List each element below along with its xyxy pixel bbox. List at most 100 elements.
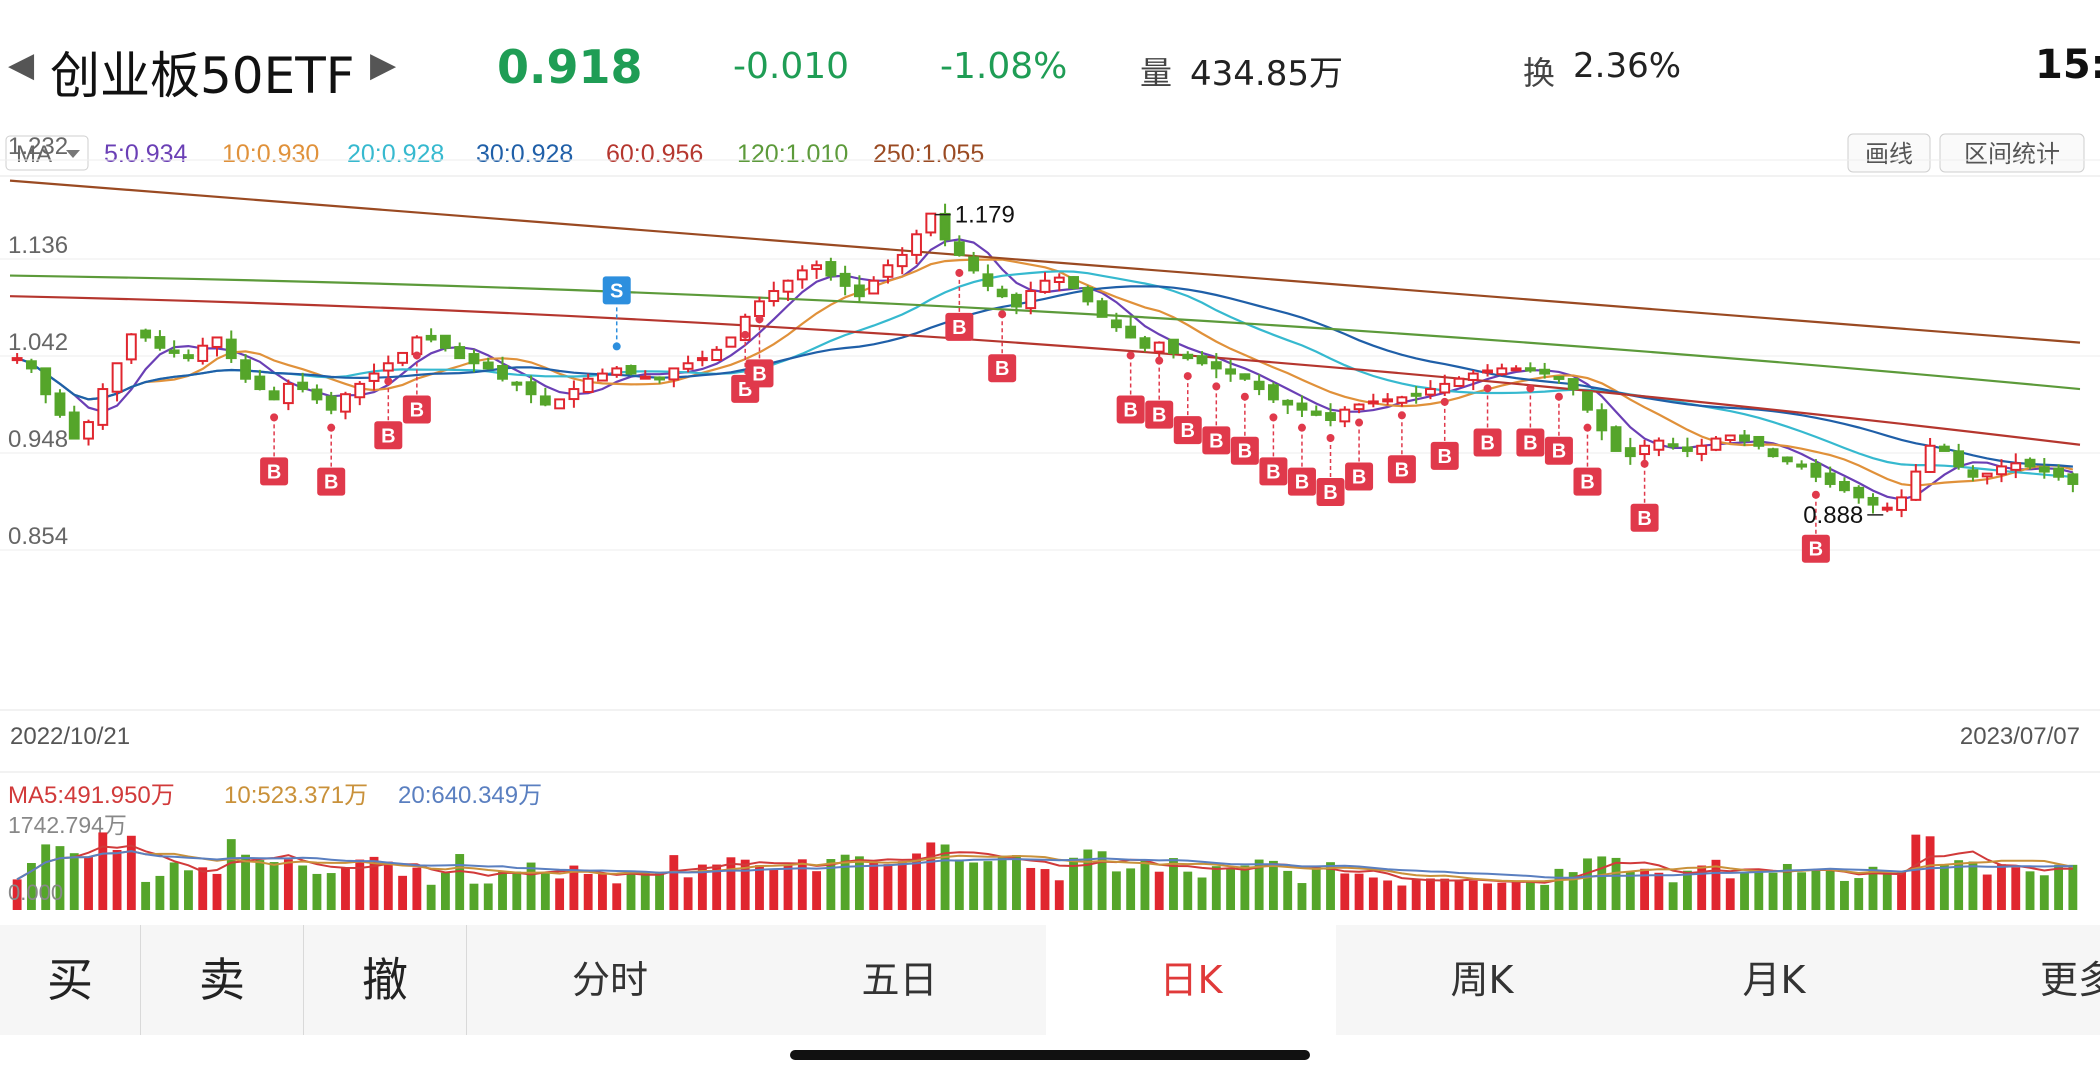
draw-button[interactable]: 画线 <box>1847 133 1931 173</box>
candle-body <box>68 411 80 440</box>
volume-bar <box>226 839 236 910</box>
volume-bar <box>669 855 679 910</box>
last-price: 0.918 <box>497 40 643 94</box>
signal-letter: B <box>1238 441 1252 463</box>
volume-bar <box>940 844 950 910</box>
candle-body <box>297 381 309 391</box>
volume-value: 434.85万 <box>1190 54 1343 94</box>
volume-bar <box>1169 858 1178 910</box>
volume-bar <box>555 878 565 910</box>
volume-bar <box>626 871 636 910</box>
candle-body <box>1539 368 1551 375</box>
candle-body <box>1082 287 1094 303</box>
volume-bar <box>1768 872 1778 910</box>
volume-bar <box>854 856 864 910</box>
range-stats-button[interactable]: 区间统计 <box>1939 133 2085 173</box>
candle-body <box>868 279 880 295</box>
volume-bar <box>1583 858 1592 910</box>
volume-bar <box>997 855 1007 910</box>
volume-bar <box>812 871 822 910</box>
tab-five-day[interactable]: 五日 <box>861 958 938 1002</box>
candle-body <box>354 382 366 399</box>
ma-selector[interactable] <box>5 135 89 171</box>
tab-intraday[interactable]: 分时 <box>571 958 648 1002</box>
buy-signal-badge <box>1202 426 1231 455</box>
range-stats-button-frame[interactable] <box>1939 133 2085 173</box>
candle-body <box>1325 412 1336 421</box>
sell-signal-badge <box>602 276 631 305</box>
volume-bar <box>1111 871 1121 910</box>
draw-button-frame[interactable] <box>1847 133 1931 173</box>
security-name[interactable]: 创业板50ETF <box>50 47 355 105</box>
caret-down-icon <box>66 150 80 158</box>
volume-bar <box>983 861 993 910</box>
tab-weekly-k[interactable]: 周K <box>1450 958 1514 1002</box>
candle-body <box>1824 472 1836 485</box>
candle-body <box>25 360 37 370</box>
candle-body <box>482 361 494 370</box>
volume-bar <box>726 857 736 910</box>
volume-bar <box>440 872 450 910</box>
buy-signal-badge <box>374 421 403 450</box>
volume-bar <box>1026 867 1036 910</box>
buy-signal-badge <box>1259 457 1288 486</box>
volume-bar <box>383 861 393 910</box>
tab-more[interactable]: 更多 <box>2040 958 2100 1002</box>
volume-bar <box>1183 871 1193 910</box>
volume-bar <box>41 844 51 910</box>
volume-bar <box>1854 878 1864 910</box>
volume-bar <box>312 873 322 910</box>
candle-body <box>1710 437 1722 451</box>
candle-body <box>554 398 566 410</box>
candle-body <box>168 349 180 354</box>
ma-line <box>9 274 2081 391</box>
candle-body <box>1182 353 1194 360</box>
volume-bar <box>2054 864 2064 910</box>
volume-bar <box>1140 860 1150 910</box>
candle-body <box>254 375 266 391</box>
candle-body <box>11 357 23 362</box>
candle-body <box>1025 290 1037 310</box>
volume-bar <box>1725 878 1735 910</box>
buy-signal-badge <box>317 467 346 496</box>
signal-dot <box>270 413 279 422</box>
volume-bar <box>1426 878 1435 910</box>
volume-bar <box>969 862 979 910</box>
cancel-order-button[interactable]: 撤 <box>362 953 408 1007</box>
triangle-left-icon[interactable]: ◀ <box>8 45 35 85</box>
candle-body <box>1724 434 1736 442</box>
sell-button[interactable]: 卖 <box>199 953 245 1007</box>
signal-letter: B <box>1209 430 1223 452</box>
volume-bar <box>1397 885 1407 910</box>
tab-monthly-k[interactable]: 月K <box>1742 958 1806 1002</box>
volume-bar <box>1040 869 1050 910</box>
volume-bar <box>583 873 593 910</box>
candle-body <box>1068 276 1079 289</box>
turnover-value: 2.36% <box>1573 46 1682 86</box>
volume-bar <box>1083 849 1093 910</box>
candle-body <box>2038 466 2050 473</box>
signal-dot <box>1640 459 1649 468</box>
candlestick-series <box>11 203 2079 518</box>
candle-body <box>639 375 651 380</box>
volume-bar <box>1411 879 1421 910</box>
volume-bar <box>1954 860 1964 910</box>
tab-daily-k[interactable]: 日K <box>1046 925 1336 1035</box>
candle-body <box>1696 444 1708 455</box>
volume-bar <box>1154 871 1164 910</box>
candle-body <box>125 333 137 361</box>
volume-bar <box>640 871 650 910</box>
volume-bar <box>1440 878 1450 910</box>
volume-bar <box>1254 859 1264 910</box>
triangle-right-icon[interactable]: ▶ <box>370 45 397 85</box>
volume-bar <box>255 860 265 910</box>
signal-letter: B <box>1152 405 1166 427</box>
candle-body <box>539 395 551 406</box>
volume-bar <box>1882 872 1892 910</box>
candle-body <box>568 388 580 401</box>
candle-body <box>839 272 851 287</box>
volume-bar <box>212 873 222 910</box>
signal-dot <box>998 310 1007 319</box>
buy-button[interactable]: 买 <box>47 953 93 1007</box>
kline-chart[interactable]: MA 5:0.934 10:0.930 20:0.928 30:0.928 60… <box>0 130 2100 925</box>
